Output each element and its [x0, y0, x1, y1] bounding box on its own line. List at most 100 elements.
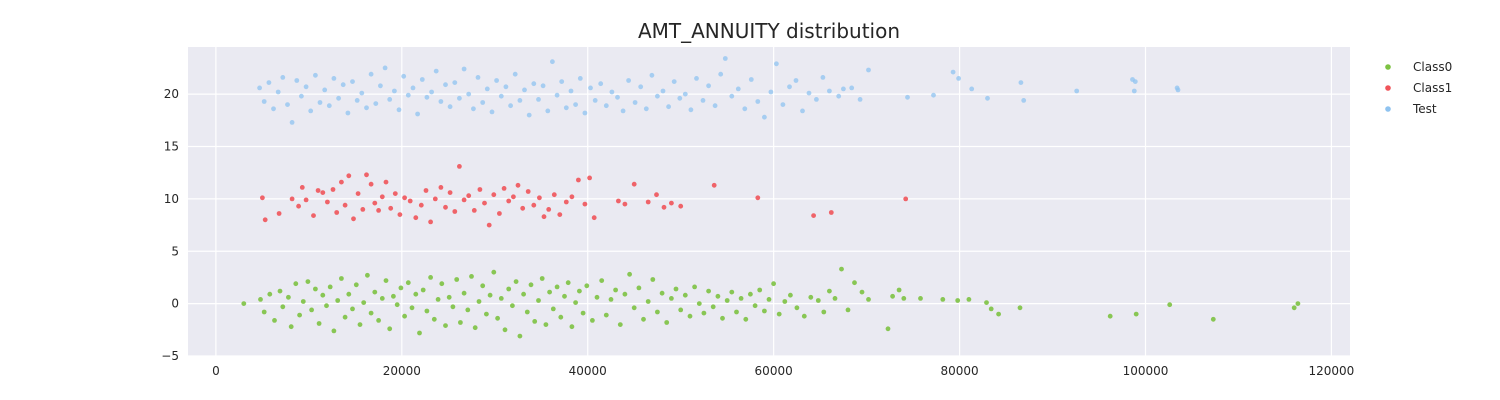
data-point	[682, 292, 688, 298]
data-point	[715, 293, 721, 299]
data-point	[711, 182, 717, 188]
data-point	[531, 81, 537, 87]
data-point	[339, 179, 344, 185]
data-point	[729, 93, 735, 99]
data-point	[588, 85, 593, 91]
data-point	[613, 287, 618, 293]
data-point	[405, 92, 411, 98]
data-point	[603, 312, 609, 318]
data-point	[415, 111, 420, 117]
data-point	[280, 75, 286, 80]
data-point	[285, 102, 290, 107]
data-point	[428, 219, 433, 225]
data-point	[543, 322, 549, 327]
data-point	[631, 305, 637, 311]
series-test	[257, 56, 1181, 125]
legend-marker-class0	[1385, 64, 1391, 70]
data-point	[484, 86, 490, 92]
data-point	[458, 320, 463, 325]
data-point	[353, 282, 359, 288]
data-point	[477, 187, 483, 192]
data-point	[320, 292, 326, 298]
data-point	[669, 200, 674, 206]
data-point	[546, 207, 552, 212]
data-point	[276, 211, 282, 216]
data-point	[388, 205, 394, 211]
data-point	[857, 97, 863, 102]
data-point	[364, 172, 369, 178]
data-point	[793, 78, 799, 83]
data-point	[487, 292, 493, 298]
data-point	[346, 291, 352, 297]
series-class1	[260, 164, 909, 228]
data-point	[429, 89, 434, 95]
data-point	[511, 194, 516, 200]
data-point	[401, 73, 407, 79]
data-point	[289, 120, 295, 125]
grid-lines	[188, 47, 1350, 357]
data-point	[677, 95, 683, 101]
data-point	[342, 202, 348, 208]
data-point	[568, 88, 574, 94]
data-point	[659, 290, 665, 296]
data-point	[260, 195, 265, 201]
data-point	[521, 291, 526, 297]
data-point	[342, 314, 348, 320]
data-point	[361, 300, 367, 305]
data-point	[364, 105, 369, 111]
data-point	[368, 310, 374, 316]
data-point	[748, 77, 754, 82]
data-point	[397, 212, 403, 218]
data-point	[832, 296, 838, 301]
data-point	[413, 291, 419, 297]
data-point	[365, 272, 370, 278]
data-point	[1295, 301, 1301, 306]
data-point	[438, 99, 444, 104]
data-point	[774, 61, 779, 67]
data-point	[734, 309, 739, 315]
data-point	[582, 110, 588, 116]
data-point	[438, 185, 444, 190]
data-point	[654, 192, 659, 198]
data-point	[382, 65, 388, 71]
data-point	[501, 186, 507, 191]
data-point	[494, 78, 499, 83]
data-point	[811, 213, 816, 219]
data-point	[622, 291, 628, 297]
data-point	[655, 309, 660, 315]
data-point	[506, 286, 512, 292]
data-point	[787, 84, 792, 90]
data-point	[627, 271, 632, 277]
data-point	[484, 311, 489, 317]
data-point	[359, 90, 365, 96]
data-point	[710, 304, 716, 310]
data-point	[311, 213, 316, 219]
data-point	[261, 309, 267, 315]
data-point	[418, 202, 424, 208]
data-point	[820, 75, 826, 80]
data-point	[1107, 313, 1113, 319]
data-point	[299, 185, 305, 190]
data-point	[806, 90, 812, 96]
data-point	[432, 196, 438, 202]
data-point	[423, 188, 429, 193]
data-point	[528, 282, 534, 288]
x-tick-label: 60000	[755, 364, 793, 378]
data-point	[645, 199, 651, 205]
x-tick-labels: 0 20000 40000 60000 80000 100000 120000	[212, 364, 1354, 378]
data-point	[452, 209, 458, 214]
data-point	[849, 85, 855, 91]
data-point	[345, 110, 351, 116]
data-point	[512, 71, 518, 77]
data-point	[554, 284, 560, 290]
data-point	[955, 298, 961, 303]
data-point	[536, 298, 541, 303]
data-point	[303, 197, 309, 203]
data-point	[551, 192, 557, 198]
data-point	[346, 173, 352, 179]
data-point	[450, 304, 456, 310]
data-point	[531, 202, 537, 208]
data-point	[489, 109, 495, 115]
data-point	[513, 279, 519, 284]
data-point	[808, 294, 814, 300]
